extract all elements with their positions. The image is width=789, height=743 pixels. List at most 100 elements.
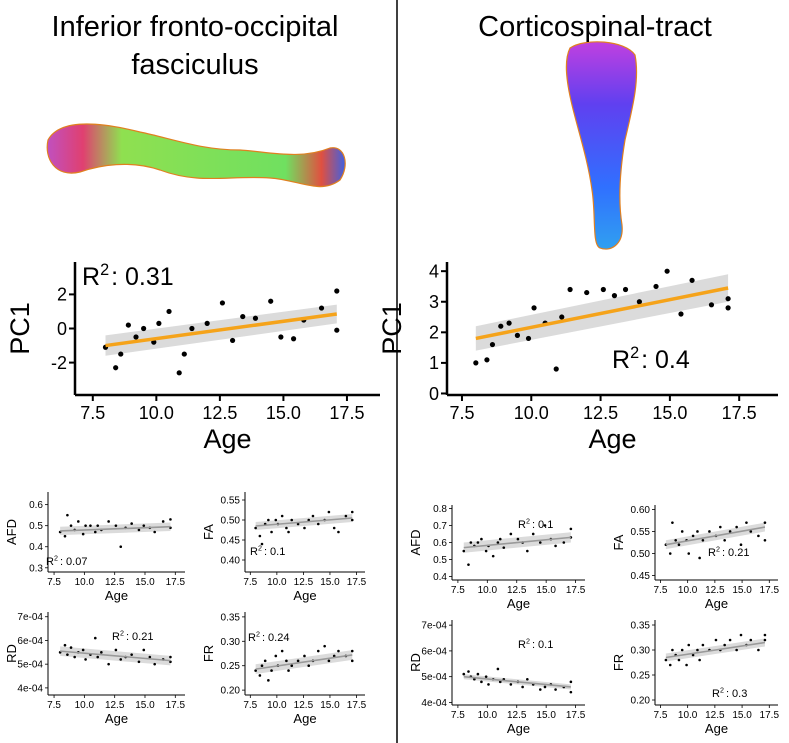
data-point: [538, 541, 542, 544]
data-point: [757, 534, 760, 538]
data-point: [678, 311, 684, 317]
data-point: [350, 510, 354, 514]
data-point: [81, 532, 85, 536]
data-point: [260, 542, 264, 546]
data-point: [496, 541, 500, 544]
panel-title: Corticospinal-tract: [478, 11, 712, 43]
data-point: [137, 660, 141, 664]
y-tick-label: -2: [51, 353, 67, 373]
x-axis-label: Age: [105, 588, 128, 603]
data-point: [696, 648, 699, 652]
y-tick-label: 0.45: [221, 536, 241, 547]
data-point: [735, 648, 738, 652]
data-point: [526, 677, 529, 681]
x-axis-label: Age: [588, 424, 636, 454]
data-point: [278, 334, 284, 340]
data-point: [96, 655, 100, 659]
x-tick-label: 10.0: [75, 700, 95, 711]
fit-line: [255, 654, 353, 670]
data-point: [559, 314, 565, 320]
data-point: [531, 305, 537, 311]
data-point: [708, 530, 711, 533]
data-point: [141, 325, 147, 332]
r-squared-symbol: R: [612, 346, 630, 374]
data-point: [484, 549, 488, 553]
data-point: [622, 286, 629, 293]
data-point: [476, 672, 480, 676]
y-tick-label: 4e-04: [17, 683, 43, 694]
data-point: [691, 534, 695, 538]
r-squared-value: : 0.4: [641, 346, 690, 374]
y-tick-label: 0: [429, 384, 439, 404]
x-tick-label: 10.0: [678, 710, 698, 721]
r-squared-annotation: R2: 0.1: [518, 518, 553, 531]
data-point: [84, 524, 87, 527]
r-squared-symbol: R: [82, 263, 100, 291]
data-point: [600, 286, 606, 293]
data-point: [176, 370, 182, 376]
x-axis-label: Age: [507, 596, 530, 611]
data-point: [114, 524, 118, 527]
x-tick-label: 17.5: [760, 710, 780, 721]
data-point: [467, 563, 470, 566]
data-point: [763, 538, 767, 542]
r-squared-symbol: R: [250, 546, 258, 558]
y-axis-label: FA: [611, 534, 626, 550]
data-point: [543, 685, 547, 689]
data-point: [114, 648, 118, 652]
data-point: [763, 633, 767, 637]
data-point: [763, 521, 767, 524]
data-point: [260, 664, 264, 668]
y-axis-label: AFD: [408, 530, 423, 556]
data-point: [480, 680, 483, 684]
data-point: [680, 648, 684, 652]
data-point: [687, 643, 691, 647]
data-point: [107, 662, 110, 666]
x-tick-label: 12.5: [507, 585, 527, 596]
data-point: [332, 654, 336, 658]
x-tick-label: 12.5: [294, 700, 314, 711]
y-tick-label: 0.20: [631, 696, 651, 707]
x-tick-label: 12.5: [294, 577, 314, 588]
data-point: [303, 654, 306, 658]
y-tick-label: 0.35: [221, 612, 241, 623]
y-tick-label: 0: [57, 319, 67, 339]
data-point: [161, 520, 165, 523]
x-tick-label: 10.0: [478, 585, 498, 596]
r-squared-superscript: 2: [630, 344, 639, 362]
data-point: [93, 636, 97, 640]
data-point: [142, 524, 146, 527]
data-point: [728, 638, 732, 642]
data-point: [254, 526, 257, 530]
y-tick-label: 0.60: [631, 505, 651, 516]
data-point: [130, 653, 133, 656]
data-point: [473, 677, 476, 681]
x-tick-label: 10.0: [678, 585, 698, 596]
r-squared-annotation: R2: 0.21: [708, 546, 749, 559]
data-point: [89, 524, 92, 527]
data-point: [757, 648, 760, 652]
r-squared-symbol: R: [248, 632, 256, 644]
x-tick-label: 17.5: [166, 577, 186, 588]
x-tick-label: 12.5: [705, 710, 725, 721]
r-squared-value: : 0.24: [262, 632, 290, 644]
data-point: [698, 658, 701, 662]
x-axis-label: Age: [705, 721, 728, 736]
data-point: [290, 664, 294, 668]
data-point: [290, 336, 297, 342]
data-point: [229, 337, 236, 344]
data-point: [487, 683, 490, 686]
data-point: [674, 538, 677, 542]
x-tick-label: 7.5: [80, 403, 105, 423]
data-point: [498, 680, 502, 684]
data-point: [113, 365, 119, 371]
fit-line: [665, 526, 766, 546]
data-point: [107, 520, 110, 523]
x-tick-label: 10.0: [139, 403, 174, 423]
data-point: [531, 532, 535, 536]
x-tick-label: 15.0: [732, 710, 752, 721]
data-point: [671, 648, 674, 652]
x-axis-label: Age: [293, 711, 316, 726]
data-point: [749, 638, 753, 642]
data-point: [287, 530, 290, 534]
